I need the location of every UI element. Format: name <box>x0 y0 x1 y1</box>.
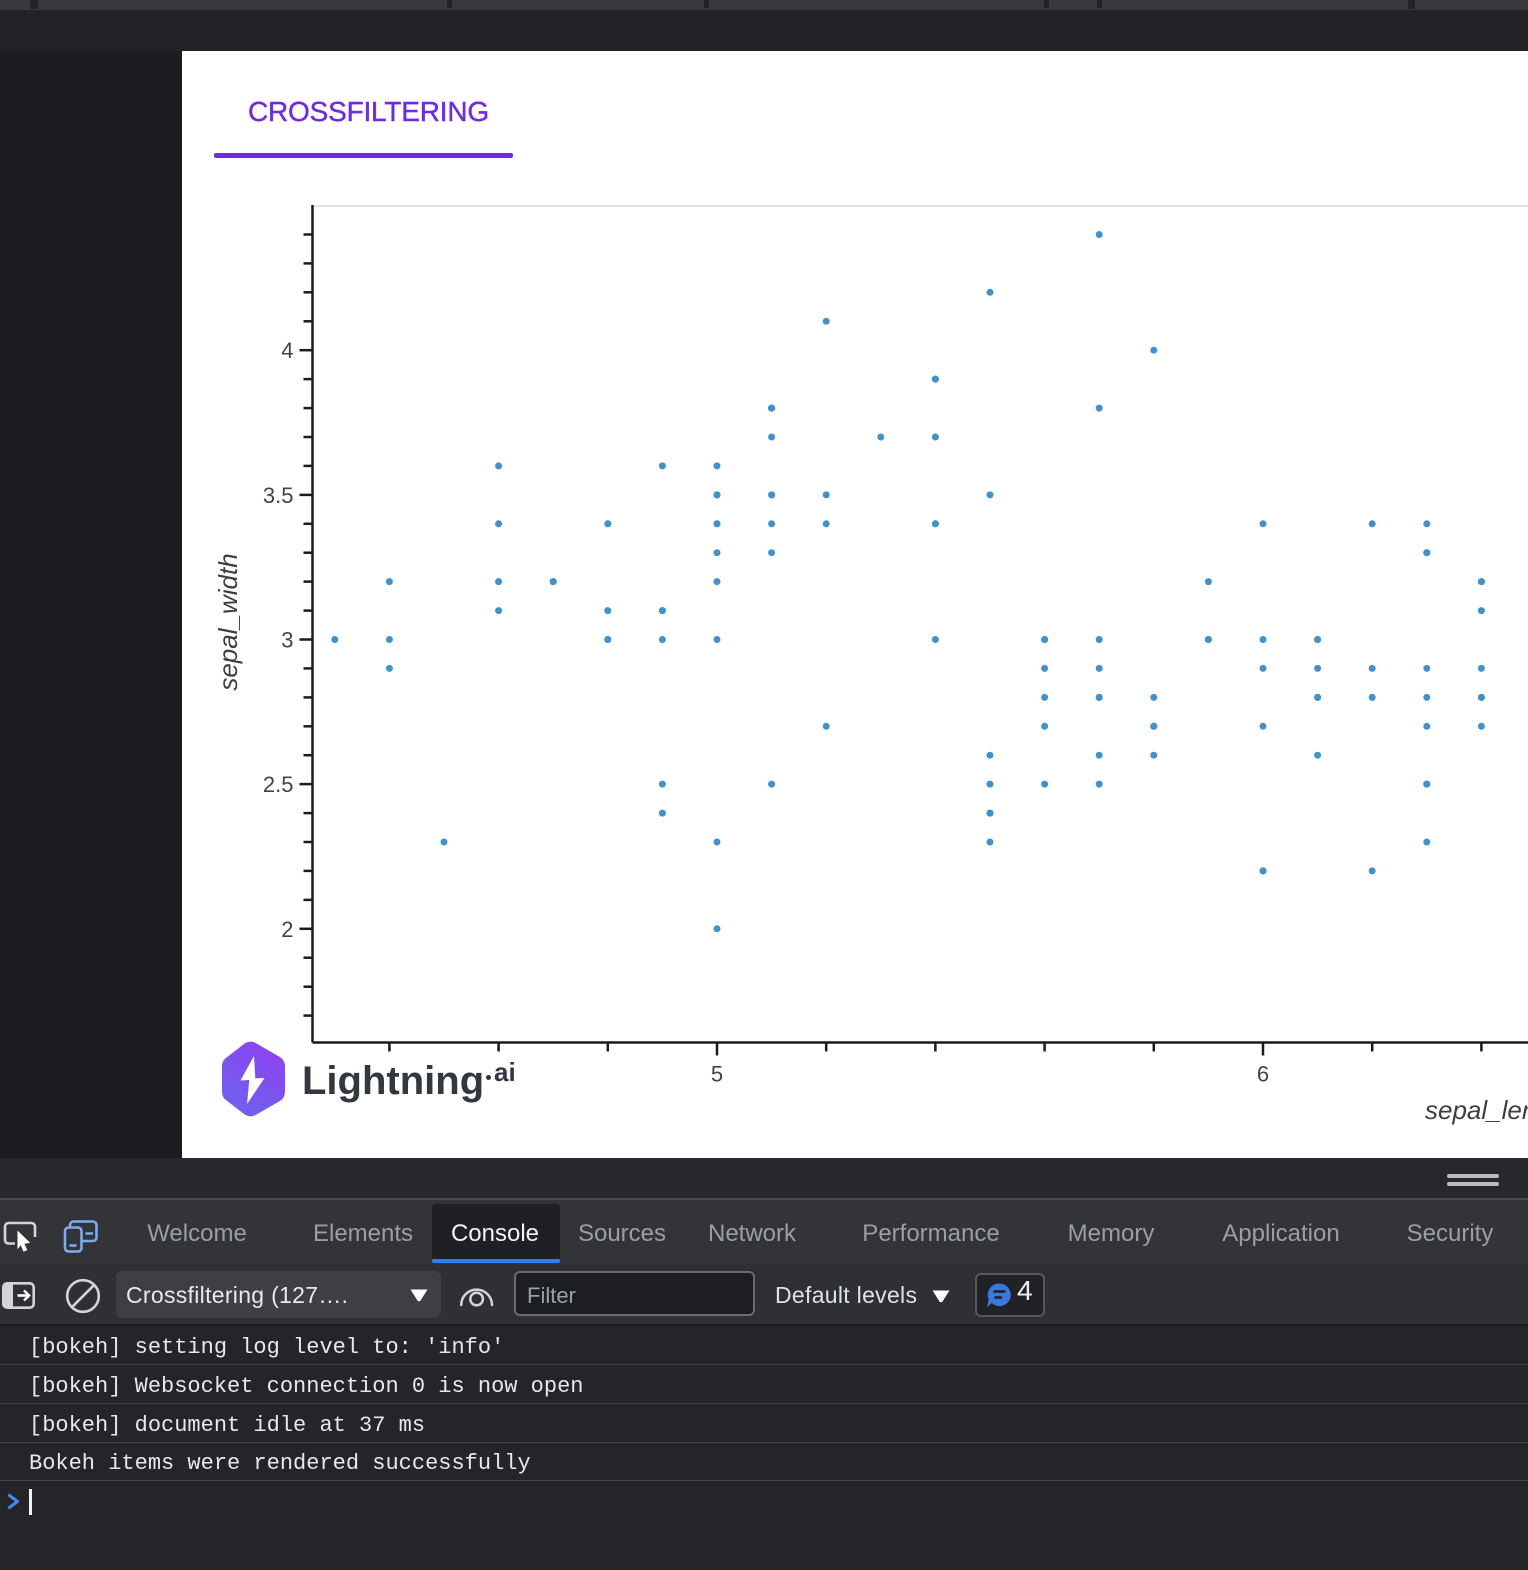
svg-text:sepal_width: sepal_width <box>213 553 243 690</box>
svg-text:5: 5 <box>711 1062 723 1087</box>
svg-text:3.5: 3.5 <box>263 483 294 508</box>
svg-text:4: 4 <box>281 338 293 363</box>
svg-text:sepal_length: sepal_length <box>1425 1095 1528 1125</box>
svg-text:6: 6 <box>1257 1062 1269 1087</box>
svg-text:2.5: 2.5 <box>263 772 294 797</box>
svg-text:2: 2 <box>281 917 293 942</box>
svg-text:3: 3 <box>281 628 293 653</box>
